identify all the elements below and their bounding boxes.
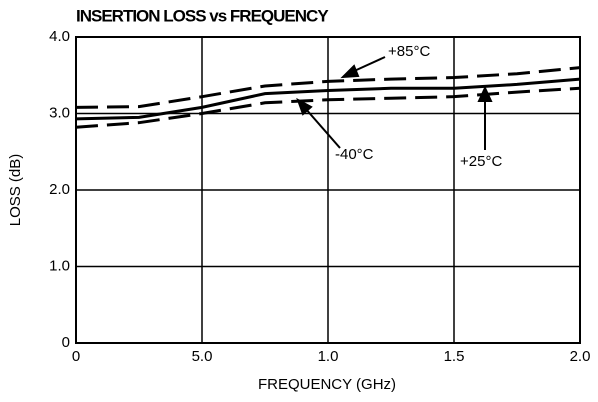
x-axis-label: FREQUENCY (GHz)	[258, 376, 396, 393]
x-tick-label: 5.0	[192, 348, 213, 365]
arrow-head	[296, 97, 313, 116]
arrow	[304, 107, 341, 149]
arrow	[351, 56, 386, 73]
series-line	[75, 77, 581, 121]
y-tick-label: 1.0	[49, 257, 70, 274]
y-axis-label: LOSS (dB)	[7, 154, 24, 227]
series-line	[75, 86, 581, 129]
y-tick-label: 0	[62, 334, 70, 351]
y-tick-label: 3.0	[49, 104, 70, 121]
series-annotation: -40°C	[335, 146, 374, 163]
x-tick-label: 2.0	[570, 348, 591, 365]
plot-frame	[75, 36, 581, 344]
x-tick-label: 0	[72, 348, 80, 365]
chart-title: INSERTION LOSS vs FREQUENCY	[76, 6, 329, 25]
x-tick-label: 1.5	[444, 348, 465, 365]
series-annotation: +25°C	[460, 153, 502, 170]
series-line	[75, 66, 581, 109]
arrow-head	[340, 64, 360, 79]
y-tick-label: 4.0	[49, 28, 70, 45]
y-tick-label: 2.0	[49, 181, 70, 198]
annotation-arrows	[296, 56, 493, 150]
x-tick-label: 1.0	[318, 348, 339, 365]
series-annotation: +85°C	[388, 43, 430, 60]
